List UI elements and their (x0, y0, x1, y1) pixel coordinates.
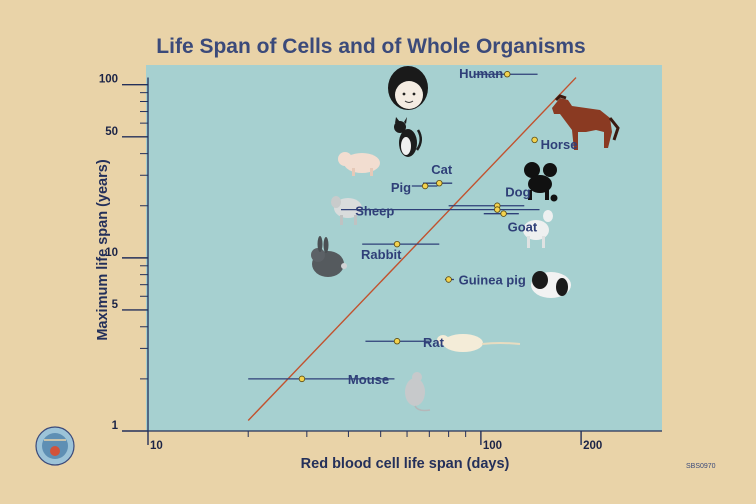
chart-title: Life Span of Cells and of Whole Organism… (156, 35, 585, 58)
rabbit-point (393, 240, 401, 248)
y-tick-label: 1 (112, 420, 119, 432)
mouse-point (298, 375, 306, 383)
x-axis-label: Red blood cell life span (days) (301, 456, 510, 472)
rabbit-label: Rabbit (361, 247, 402, 262)
sheep-label: Sheep (355, 204, 394, 219)
goat-point (500, 210, 507, 217)
sheep-illustration-icon (331, 196, 362, 225)
pig-label: Pig (391, 180, 411, 195)
mouse-label: Mouse (348, 372, 389, 387)
guinea-pig-illustration-icon (531, 271, 571, 298)
cat-label: Cat (431, 162, 453, 177)
goat-illustration-icon (523, 210, 553, 248)
y-tick-label: 10 (105, 247, 118, 259)
dog-illustration-icon (524, 162, 558, 202)
y-tick-label: 50 (105, 126, 118, 138)
human-label: Human (459, 66, 503, 81)
horse-point (531, 136, 538, 144)
goat-label: Goat (508, 220, 538, 235)
mouse-illustration-icon (405, 372, 431, 412)
pig-point (421, 182, 429, 190)
cat-point (436, 179, 443, 187)
illustrations (311, 66, 620, 412)
horse-illustration-icon (552, 94, 620, 150)
y-tick-label: 100 (99, 74, 118, 86)
rabbit-illustration-icon (311, 236, 347, 277)
x-tick-label: 100 (483, 440, 502, 452)
rat-illustration-icon (437, 334, 521, 352)
x-tick-label: 200 (583, 440, 602, 452)
dog-label: Dog (505, 185, 530, 200)
sheep-point (494, 206, 501, 213)
y-tick-label: 5 (112, 299, 119, 311)
trend-line (247, 77, 577, 421)
guinea-pig-point (445, 276, 452, 283)
data-points: Human Horse Cat Pig Dog Sheep Goat Rabbit Guinea… (248, 66, 577, 387)
cat-illustration-icon (394, 117, 422, 157)
guinea-pig-label: Guinea pig (459, 272, 526, 287)
horse-label: Horse (541, 137, 578, 152)
emblem-logo-icon (35, 426, 75, 466)
rat-label: Rat (423, 335, 445, 350)
y-axis: 1 5 10 50 100 (99, 74, 149, 432)
x-tick-label: 10 (150, 440, 163, 452)
human-illustration-icon (388, 66, 428, 110)
pig-illustration-icon (338, 152, 380, 176)
human-point (504, 71, 511, 78)
rat-point (393, 338, 401, 345)
figure-code: SBS0970 (686, 463, 716, 470)
x-axis: 10 100 200 (147, 430, 662, 452)
y-axis-label: Maximum life span (years) (95, 159, 111, 340)
